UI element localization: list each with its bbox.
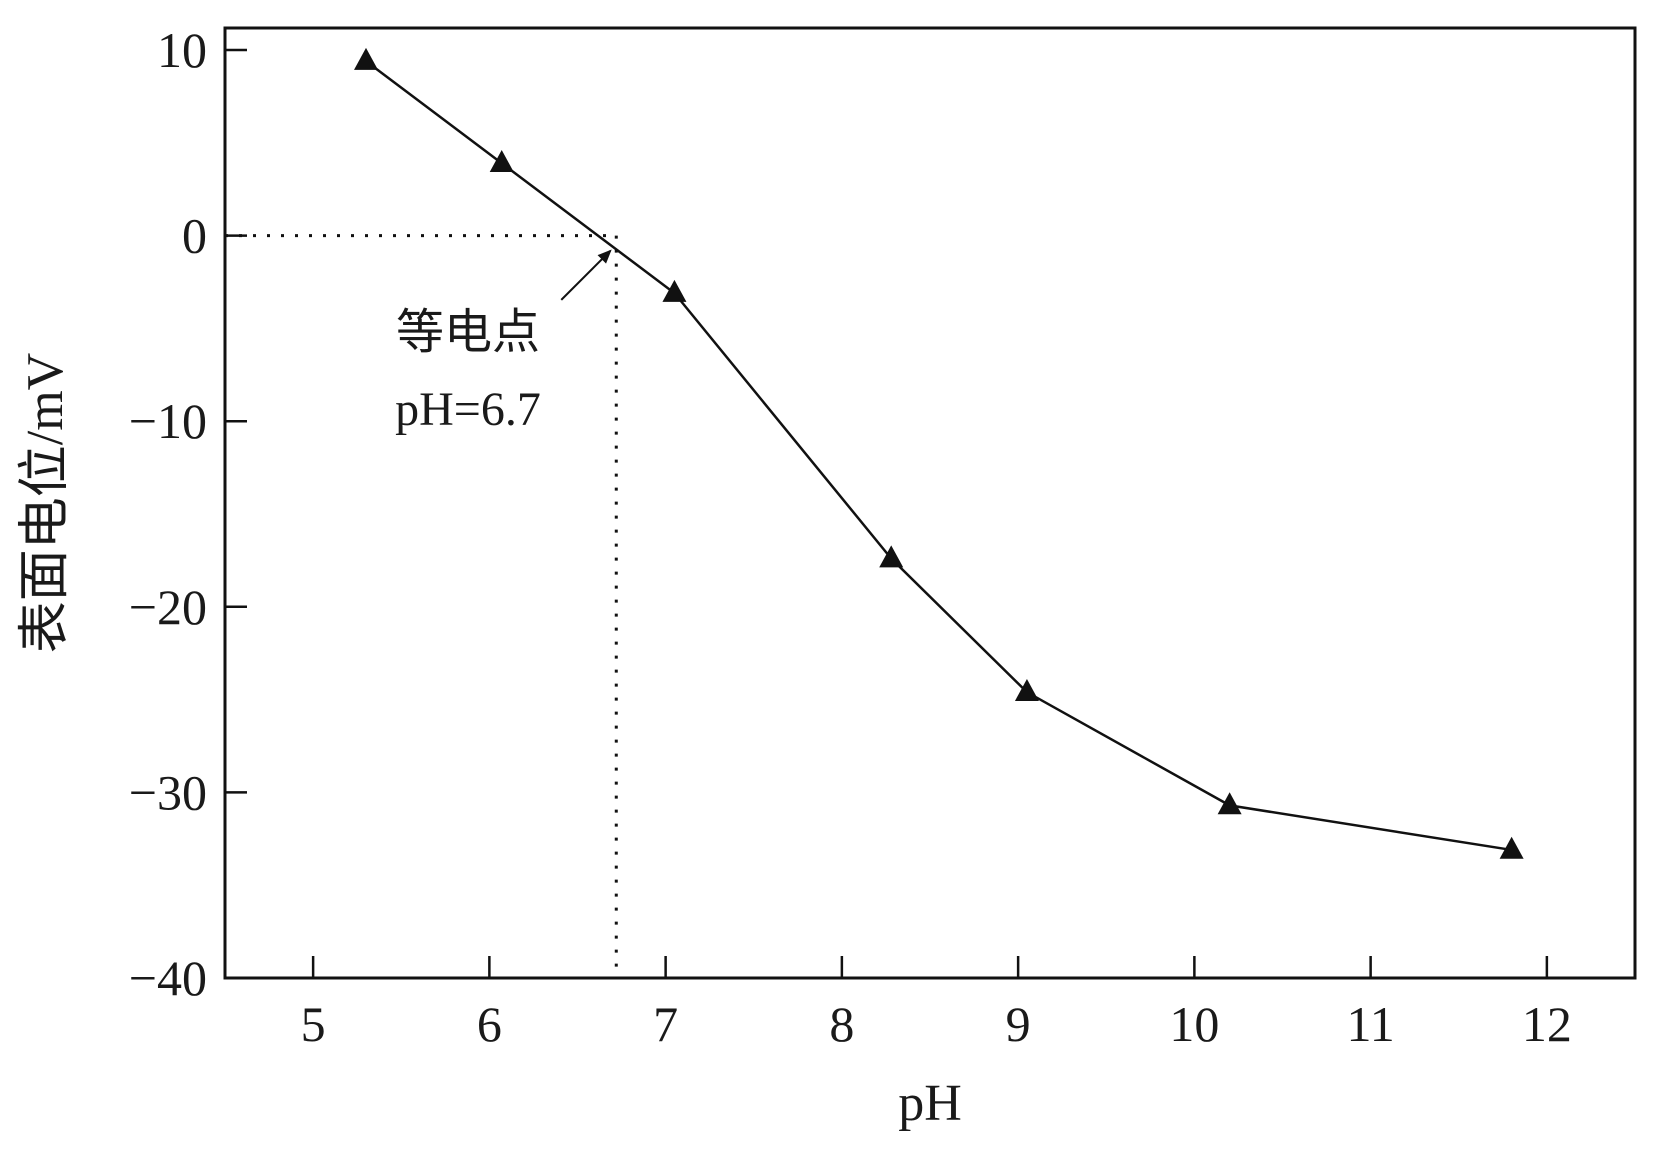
y-tick-label-5: −40 bbox=[129, 950, 207, 1006]
y-tick-label-1: 0 bbox=[182, 208, 207, 264]
data-point-6 bbox=[1499, 836, 1524, 859]
series-group bbox=[354, 47, 1524, 859]
data-point-5 bbox=[1217, 792, 1242, 815]
x-tick-label-8: 8 bbox=[829, 996, 854, 1052]
x-tick-label-10: 10 bbox=[1169, 996, 1219, 1052]
x-axis-title: pH bbox=[898, 1075, 962, 1132]
x-tick-label-9: 9 bbox=[1006, 996, 1031, 1052]
data-point-0 bbox=[354, 47, 378, 70]
data-point-1 bbox=[489, 150, 514, 173]
plot-frame bbox=[223, 26, 1637, 980]
data-point-4 bbox=[1014, 678, 1039, 701]
annotation-arrow bbox=[560, 249, 612, 301]
x-tick-label-11: 11 bbox=[1347, 996, 1395, 1052]
isoelectric-reference-lines bbox=[225, 234, 618, 978]
series-line bbox=[365, 60, 1512, 852]
y-axis-title: 表面电位/mV bbox=[17, 353, 74, 653]
y-tick-label-0: 10 bbox=[157, 22, 207, 78]
x-tick-label-5: 5 bbox=[301, 996, 326, 1052]
y-tick-label-3: −20 bbox=[129, 579, 207, 635]
isoelectric-annotation: 等电点 pH=6.7 bbox=[395, 249, 612, 436]
x-tick-label-7: 7 bbox=[653, 996, 678, 1052]
x-tick-label-12: 12 bbox=[1522, 996, 1572, 1052]
y-tick-label-4: −30 bbox=[129, 764, 207, 820]
x-axis: 5 6 7 8 9 10 11 12 bbox=[301, 956, 1572, 1052]
annotation-label-line1: 等电点 bbox=[396, 306, 540, 359]
y-tick-label-2: −10 bbox=[129, 393, 207, 449]
data-point-2 bbox=[662, 279, 687, 302]
x-tick-label-6: 6 bbox=[477, 996, 502, 1052]
y-axis: 10 0 −10 −20 −30 −40 bbox=[129, 22, 247, 1006]
data-point-3 bbox=[879, 545, 904, 568]
annotation-label-line2: pH=6.7 bbox=[395, 383, 541, 436]
